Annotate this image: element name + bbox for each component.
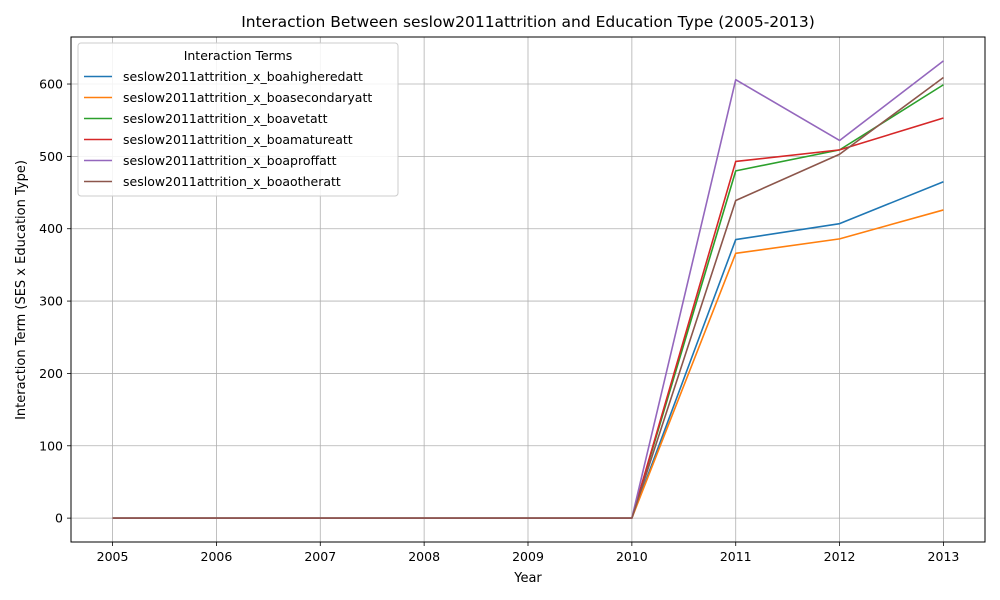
- grid-lines: [71, 37, 985, 542]
- legend-item: seslow2011attrition_x_boasecondaryatt: [84, 90, 372, 105]
- x-tick-label: 2009: [512, 549, 544, 564]
- y-tick-label: 100: [39, 438, 63, 453]
- x-tick-label: 2008: [408, 549, 440, 564]
- y-tick-label: 200: [39, 366, 63, 381]
- legend-item: seslow2011attrition_x_boamatureatt: [84, 132, 353, 147]
- legend-title: Interaction Terms: [184, 48, 293, 63]
- legend-box: [77, 42, 399, 197]
- x-tick-label: 2005: [97, 549, 129, 564]
- legend-label: seslow2011attrition_x_boaproffatt: [123, 153, 337, 168]
- series-lines: [112, 60, 944, 519]
- x-tick-label: 2007: [304, 549, 336, 564]
- y-tick-label: 500: [39, 149, 63, 164]
- y-axis-ticks: 0 100 200 300 400 500 600: [39, 77, 71, 526]
- legend-item: seslow2011attrition_x_boahigheredatt: [84, 69, 363, 84]
- x-tick-label: 2011: [720, 549, 752, 564]
- chart-title: Interaction Between seslow2011attrition …: [241, 13, 815, 31]
- legend-item: seslow2011attrition_x_boaproffatt: [84, 153, 337, 168]
- x-tick-label: 2013: [928, 549, 960, 564]
- y-tick-label: 400: [39, 221, 63, 236]
- legend-label: seslow2011attrition_x_boavetatt: [123, 111, 328, 126]
- legend-label: seslow2011attrition_x_boahigheredatt: [123, 69, 363, 84]
- y-tick-label: 0: [55, 511, 63, 526]
- legend-item: seslow2011attrition_x_boaotheratt: [84, 174, 341, 189]
- x-tick-label: 2006: [201, 549, 233, 564]
- y-tick-label: 300: [39, 294, 63, 309]
- x-axis-label: Year: [513, 571, 542, 586]
- legend-label: seslow2011attrition_x_boamatureatt: [123, 132, 353, 147]
- x-tick-label: 2010: [616, 549, 648, 564]
- x-axis-ticks: 2005 2006 2007 2008 2009 2010 2011 2012 2013: [97, 542, 960, 564]
- y-tick-label: 600: [39, 77, 63, 92]
- x-tick-label: 2012: [824, 549, 856, 564]
- legend-item: seslow2011attrition_x_boavetatt: [84, 111, 328, 126]
- legend-label: seslow2011attrition_x_boaotheratt: [123, 174, 341, 189]
- y-axis-label: Interaction Term (SES x Education Type): [14, 160, 29, 420]
- series-line: [112, 76, 944, 519]
- legend-items: seslow2011attrition_x_boahigheredattsesl…: [84, 69, 372, 189]
- legend: Interaction Terms seslow2011attrition_x_…: [77, 42, 399, 197]
- legend-label: seslow2011attrition_x_boasecondaryatt: [123, 90, 372, 105]
